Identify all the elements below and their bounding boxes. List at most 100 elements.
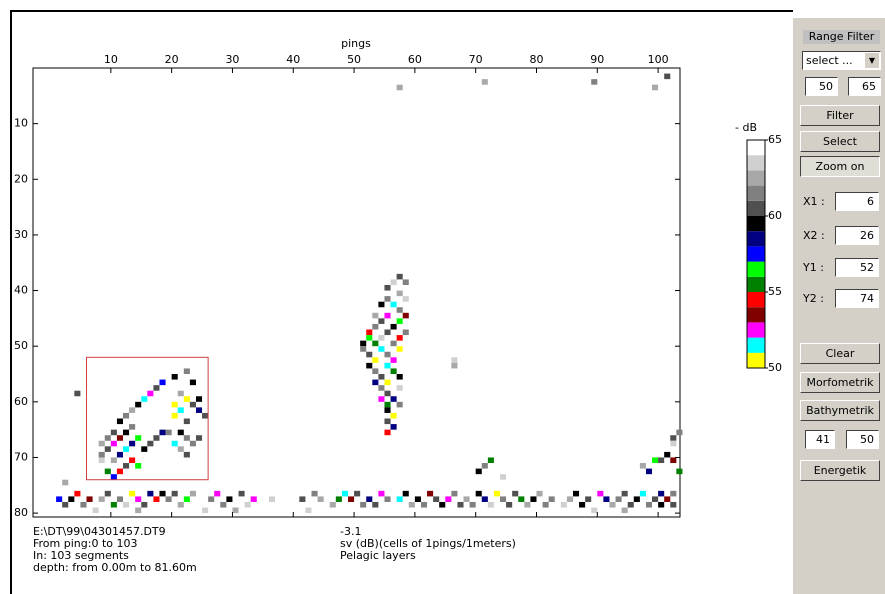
colorbar-band: [747, 170, 765, 186]
echo-cell: [98, 451, 105, 458]
echo-cell: [384, 407, 391, 413]
energetik-button[interactable]: Energetik: [800, 460, 880, 481]
echo-cell: [639, 490, 646, 497]
echo-cell: [56, 507, 63, 514]
echo-cell: [153, 385, 160, 391]
echo-cell: [317, 496, 324, 502]
echo-cell: [518, 496, 525, 502]
echo-cell: [116, 418, 123, 425]
echo-cell: [384, 429, 391, 436]
echo-cell: [104, 435, 111, 441]
echo-cell: [202, 507, 209, 514]
echo-cell: [195, 396, 203, 402]
echo-cell: [402, 329, 409, 336]
echo-cell: [487, 501, 494, 508]
echo-cell: [177, 429, 184, 436]
echo-cell: [104, 446, 111, 452]
select-button[interactable]: Select: [800, 131, 880, 152]
zoom-box: [86, 356, 209, 481]
echo-cell: [469, 501, 476, 508]
zoom-input[interactable]: 6: [835, 192, 879, 211]
echo-cell: [396, 307, 403, 313]
x-tick-label: 30: [225, 53, 239, 66]
echo-cell: [621, 490, 628, 497]
echo-cell: [68, 496, 75, 502]
echo-cell: [645, 468, 653, 475]
y-tick-label: 10: [14, 117, 28, 130]
echo-cell: [110, 440, 117, 447]
echo-cell: [372, 368, 379, 375]
colorbar-band: [747, 292, 765, 308]
echo-cell: [183, 396, 190, 402]
zoom-input[interactable]: 74: [835, 289, 879, 308]
echo-cell: [390, 301, 397, 308]
echo-cell: [609, 95, 616, 102]
echo-cell: [530, 496, 537, 502]
echo-cell: [147, 440, 154, 447]
bathymetrik-button[interactable]: Bathymetrik: [800, 400, 880, 421]
echo-cell: [384, 390, 391, 397]
echo-cell: [98, 440, 105, 447]
echo-cell: [165, 496, 172, 502]
echo-cell: [189, 440, 196, 447]
info-left: E:\DT\99\04301457.DT9 From ping:0 to 103…: [33, 526, 197, 574]
echo-cell: [408, 501, 415, 508]
filter-button[interactable]: Filter: [800, 105, 880, 126]
echo-cell: [250, 496, 257, 502]
range-max-input[interactable]: 65: [848, 77, 881, 96]
echo-cell: [135, 507, 142, 514]
echo-cell: [135, 496, 142, 502]
echo-cell: [585, 496, 592, 502]
echo-cell: [372, 312, 379, 319]
echo-cell: [481, 463, 488, 469]
echo-cell: [390, 396, 397, 402]
echo-cell: [232, 507, 239, 514]
echo-cell: [86, 496, 93, 502]
echo-cell: [633, 496, 640, 502]
echo-cell: [475, 490, 482, 497]
echo-cell: [463, 496, 470, 502]
echo-cell: [208, 496, 215, 502]
echo-cell: [542, 501, 549, 508]
info-line: depth: from 0.00m to 81.60m: [33, 561, 197, 574]
morfometrik-button[interactable]: Morfometrik: [800, 372, 880, 393]
echo-cell: [305, 507, 312, 514]
echo-cell: [378, 346, 385, 352]
info-line: From ping:0 to 103: [33, 537, 138, 550]
echo-cell: [153, 496, 160, 502]
echo-cell: [129, 407, 136, 413]
echo-cell: [92, 507, 99, 514]
clear-button[interactable]: Clear: [800, 343, 880, 364]
echo-cell: [378, 301, 385, 308]
select-dropdown[interactable]: select ... ▼: [802, 51, 881, 70]
echo-cell: [390, 507, 397, 514]
zoom-input[interactable]: 52: [835, 258, 879, 277]
echo-cell: [110, 457, 117, 464]
echo-cell: [378, 318, 385, 324]
layer-max-input[interactable]: 50: [846, 430, 879, 449]
echo-cell: [384, 362, 391, 369]
echo-cell: [664, 496, 671, 502]
echo-cell: [384, 379, 391, 386]
echo-cell: [396, 385, 403, 391]
echo-cell: [244, 501, 251, 508]
dropdown-arrow[interactable]: ▼: [865, 53, 879, 68]
echo-cell: [360, 346, 367, 352]
echo-cell: [189, 490, 196, 497]
echo-cell: [536, 490, 543, 497]
zoom-input[interactable]: 26: [835, 226, 879, 245]
echo-cell: [627, 501, 634, 508]
range-min-input[interactable]: 50: [805, 77, 838, 96]
echo-cell: [147, 390, 154, 397]
echo-cell: [670, 435, 677, 441]
echo-cell: [98, 496, 105, 502]
echo-cell: [390, 279, 397, 285]
echo-cell: [171, 374, 178, 380]
colorbar-frame: [746, 139, 766, 369]
colorbar-tick-label: 50: [768, 361, 782, 374]
colorbar-band: [747, 322, 765, 338]
select-text: select ...: [806, 54, 853, 67]
zoom-button[interactable]: Zoom on: [800, 156, 880, 177]
x-tick-label: 50: [347, 53, 361, 66]
layer-min-input[interactable]: 41: [805, 430, 835, 449]
